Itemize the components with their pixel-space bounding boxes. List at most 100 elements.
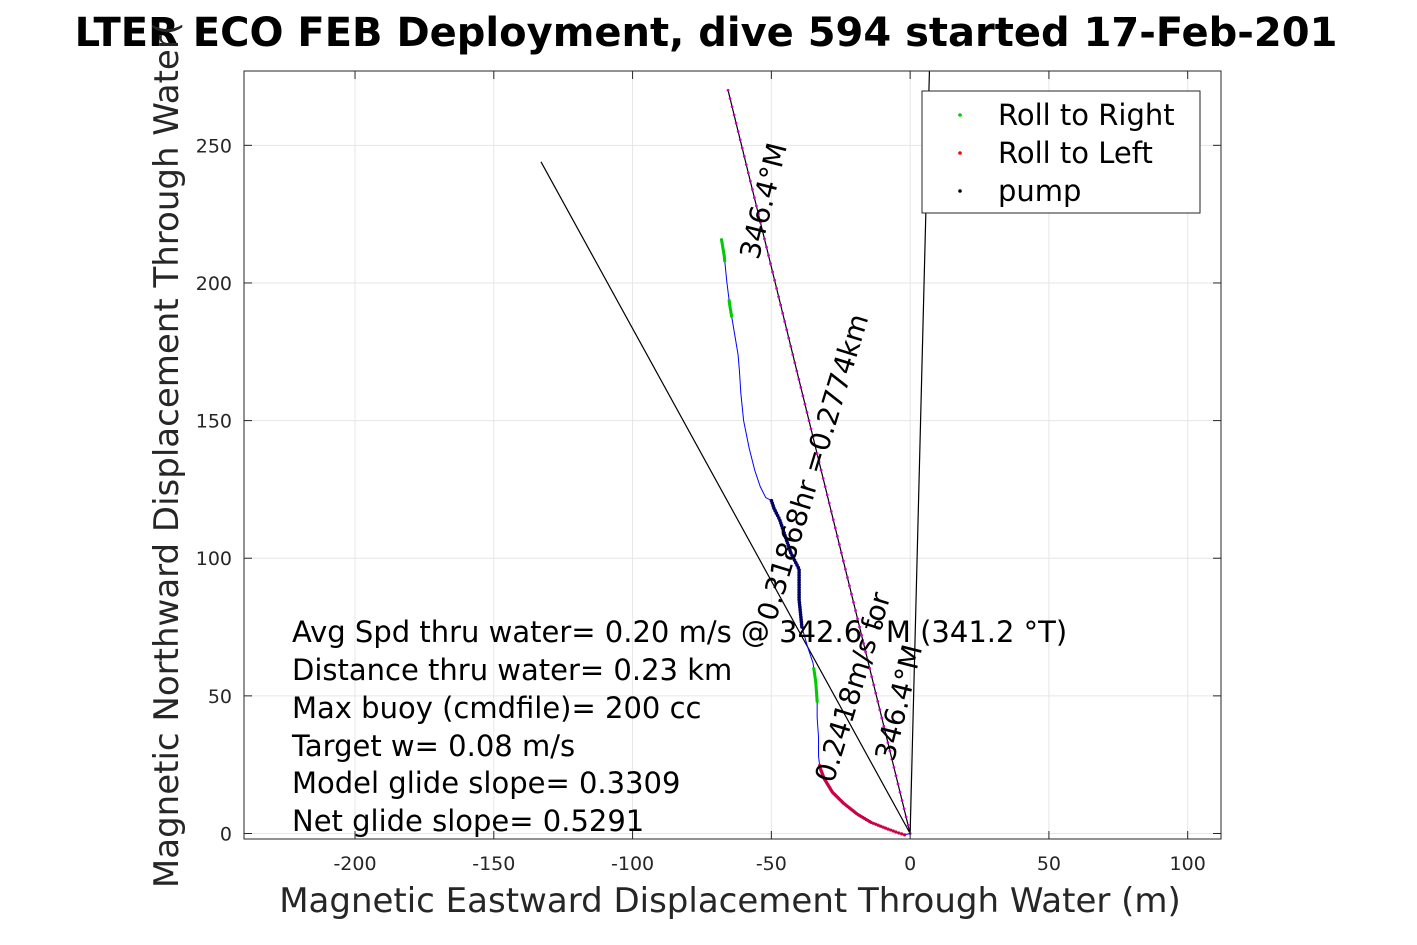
heading-point bbox=[870, 675, 874, 678]
x-tick-label: -100 bbox=[611, 853, 654, 875]
heading-point bbox=[829, 510, 833, 513]
annotation-model-glide: Model glide slope= 0.3309 bbox=[292, 766, 680, 800]
heading-point bbox=[854, 609, 857, 612]
pump-point bbox=[797, 583, 801, 587]
heading-point bbox=[746, 171, 750, 175]
heading-point bbox=[890, 757, 894, 761]
heading-point bbox=[732, 113, 736, 117]
heading-point bbox=[728, 97, 732, 100]
heading-point bbox=[775, 287, 779, 290]
heading-point bbox=[767, 254, 770, 257]
heading-point bbox=[831, 518, 835, 522]
roll-left-point bbox=[818, 763, 822, 768]
x-tick-label: 100 bbox=[1170, 853, 1206, 875]
roll-right-point bbox=[812, 667, 816, 671]
legend-label-pump: pump bbox=[998, 174, 1081, 208]
pump-point bbox=[797, 578, 801, 582]
heading-point bbox=[754, 204, 758, 208]
pump-point bbox=[797, 593, 801, 597]
roll-left-point bbox=[881, 825, 885, 829]
heading-point bbox=[761, 229, 764, 233]
pump-point bbox=[797, 585, 801, 590]
heading-point bbox=[880, 716, 884, 720]
heading-point bbox=[785, 328, 789, 332]
dive-track bbox=[719, 238, 911, 837]
heading-point bbox=[805, 410, 809, 414]
heading-point bbox=[843, 567, 847, 571]
heading-point bbox=[783, 320, 787, 323]
heading-point bbox=[827, 501, 831, 505]
stats-annotations: Avg Spd thru water= 0.20 m/s @ 342.6 °M … bbox=[291, 615, 1067, 838]
pump-point bbox=[797, 573, 801, 577]
heading-point bbox=[864, 650, 868, 654]
legend-marker-pump bbox=[958, 189, 962, 193]
y-tick-label: 150 bbox=[196, 411, 232, 433]
heading-point bbox=[809, 427, 813, 431]
heading-point bbox=[726, 88, 730, 92]
legend-label-roll-right: Roll to Right bbox=[998, 98, 1175, 132]
heading-point bbox=[817, 460, 821, 464]
heading-point bbox=[821, 476, 825, 480]
pump-point bbox=[797, 597, 801, 602]
heading-point bbox=[793, 361, 797, 365]
legend-marker-roll-right bbox=[958, 113, 962, 117]
reference-line-1 bbox=[540, 161, 911, 834]
heading-point bbox=[797, 377, 801, 381]
heading-point bbox=[906, 823, 910, 827]
heading-point bbox=[841, 559, 845, 563]
heading-point bbox=[825, 493, 829, 497]
pump-point bbox=[797, 570, 801, 575]
roll-left-point bbox=[902, 833, 907, 837]
heading-point bbox=[777, 295, 781, 299]
roll-left-point bbox=[879, 824, 883, 828]
y-tick-label: 250 bbox=[196, 135, 232, 157]
chart-title: LTER ECO FEB Deployment, dive 594 starte… bbox=[75, 10, 1338, 56]
pump-point bbox=[797, 580, 801, 585]
heading-point bbox=[799, 386, 803, 389]
annotation-max-buoy: Max buoy (cmdfile)= 200 cc bbox=[292, 691, 701, 725]
heading-point bbox=[757, 212, 760, 216]
legend: Roll to Right Roll to Left pump bbox=[921, 90, 1201, 214]
x-axis-label: Magnetic Eastward Displacement Through W… bbox=[279, 881, 1181, 921]
heading-point bbox=[898, 790, 902, 794]
heading-point bbox=[886, 741, 890, 745]
heading-point bbox=[876, 699, 880, 703]
heading-point bbox=[866, 658, 870, 662]
x-tick-label: 50 bbox=[1037, 853, 1061, 875]
heading-point bbox=[872, 683, 876, 687]
heading-point bbox=[823, 485, 827, 489]
roll-left-point bbox=[891, 829, 895, 833]
pump-point bbox=[797, 575, 801, 580]
heading-point bbox=[750, 187, 754, 191]
pump-point bbox=[797, 595, 801, 600]
pump-point bbox=[769, 498, 774, 503]
roll-left-point bbox=[876, 823, 880, 827]
heading-point bbox=[902, 807, 906, 811]
annotation-distance: Distance thru water= 0.23 km bbox=[292, 653, 732, 687]
heading-point bbox=[736, 130, 740, 133]
legend-box bbox=[921, 90, 1201, 214]
heading-point bbox=[900, 799, 904, 802]
x-tick-label: -150 bbox=[472, 853, 515, 875]
roll-left-point bbox=[900, 832, 904, 836]
heading-point bbox=[884, 732, 888, 736]
heading-point bbox=[744, 163, 748, 166]
heading-point bbox=[730, 105, 734, 109]
heading-point bbox=[795, 369, 799, 373]
heading-point bbox=[833, 526, 837, 530]
heading-point bbox=[892, 766, 896, 769]
roll-left-point bbox=[886, 827, 890, 831]
heading-point bbox=[894, 774, 898, 778]
roll-left-point bbox=[874, 822, 878, 826]
annotation-target-w: Target w= 0.08 m/s bbox=[291, 729, 575, 763]
heading-point bbox=[846, 576, 849, 579]
heading-point bbox=[781, 311, 785, 315]
heading-point bbox=[819, 468, 823, 472]
heading-point bbox=[771, 270, 774, 274]
roll-right-point bbox=[719, 238, 724, 242]
roll-left-point bbox=[889, 828, 893, 832]
heading-point bbox=[868, 666, 872, 670]
heading-point bbox=[860, 633, 863, 637]
x-tick-label: 0 bbox=[904, 853, 916, 875]
heading-point bbox=[904, 815, 908, 819]
